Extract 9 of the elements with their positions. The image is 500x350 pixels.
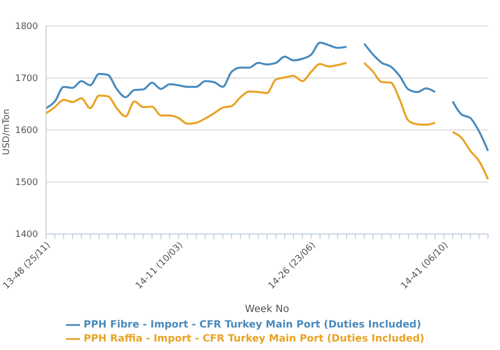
legend-label: PPH Raffia - Import - CFR Turkey Main Port (Duties Included) bbox=[84, 334, 424, 345]
y-tick-label: 1400 bbox=[15, 230, 38, 240]
y-tick-label: 1500 bbox=[15, 178, 38, 188]
y-tick-label: 1800 bbox=[15, 22, 38, 32]
legend-label: PPH Fibre - Import - CFR Turkey Main Port (Duties Included) bbox=[84, 320, 422, 331]
x-axis-title: Week No bbox=[244, 304, 290, 315]
y-axis-title: USD/mTon bbox=[2, 108, 12, 155]
y-tick-label: 1600 bbox=[15, 126, 38, 136]
y-tick-label: 1700 bbox=[15, 74, 38, 84]
